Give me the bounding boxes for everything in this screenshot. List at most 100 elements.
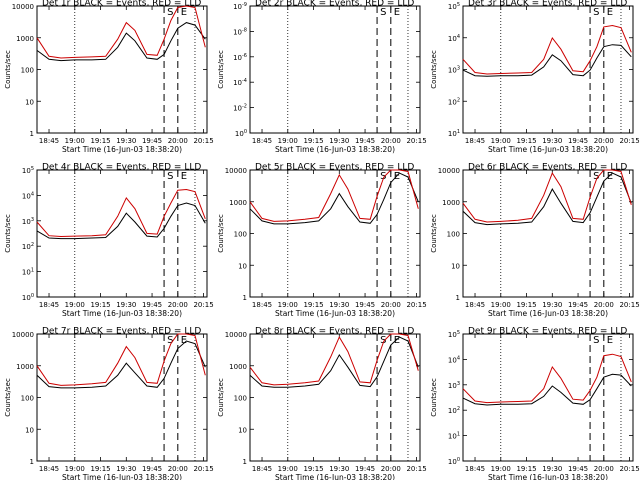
- marker-label: S: [593, 335, 599, 346]
- y-tick-label: 100: [234, 395, 247, 403]
- y-axis-label: Counts/sec: [217, 378, 225, 417]
- marker-label: S: [593, 171, 599, 182]
- series-line-black: [462, 373, 632, 406]
- x-tick-label: 19:15: [90, 465, 110, 473]
- y-tick-exponent: 4: [31, 191, 34, 197]
- marker-label: S: [380, 335, 386, 346]
- chart-title: Det 3r BLACK = Events, RED = LLD: [468, 0, 627, 9]
- plot-frame: [249, 5, 421, 134]
- y-tick-label: 10: [25, 426, 34, 434]
- plot-frame: [462, 169, 634, 298]
- series-line-red: [462, 353, 632, 404]
- x-tick-label: 20:15: [619, 301, 639, 309]
- y-tick-label: 103: [448, 381, 460, 390]
- y-tick-exponent: -6: [242, 53, 247, 59]
- x-tick-label: 19:45: [142, 301, 162, 309]
- marker-label: S: [593, 7, 599, 18]
- y-tick-label: 10000: [225, 331, 247, 339]
- y-tick-label: 101: [22, 268, 34, 277]
- x-axis-label: Start Time (16-Jun-03 18:38:20): [488, 309, 608, 318]
- panel-4: Det 4r BLACK = Events, RED = LLD Counts/s…: [4, 163, 214, 319]
- y-tick-label: 10-6: [233, 53, 247, 62]
- series-line-black: [249, 172, 419, 225]
- y-axis-label: Counts/sec: [217, 214, 225, 253]
- x-tick-label: 19:00: [491, 301, 511, 309]
- x-tick-label: 20:15: [406, 465, 426, 473]
- panel-8: Det 8r BLACK = Events, RED = LLD Counts/s…: [217, 327, 427, 480]
- marker-label: E: [181, 7, 187, 18]
- y-tick-label: 10000: [12, 331, 34, 339]
- marker-label: E: [181, 171, 187, 182]
- x-tick-label: 19:00: [491, 465, 511, 473]
- marker-label: E: [394, 335, 400, 346]
- series-line-black: [36, 340, 206, 389]
- x-tick-label: 19:15: [303, 465, 323, 473]
- x-tick-label: 19:30: [542, 301, 562, 309]
- y-tick-label: 10000: [438, 167, 460, 175]
- panel-7: Det 7r BLACK = Events, RED = LLD Counts/s…: [4, 327, 214, 480]
- marker-label: S: [380, 171, 386, 182]
- y-tick-label: 104: [448, 34, 460, 43]
- x-tick-label: 20:00: [381, 465, 401, 473]
- y-tick-label: 103: [448, 66, 460, 75]
- chart-title: Det 2r BLACK = Events, RED = LLD: [255, 0, 414, 9]
- y-tick-label: 10: [451, 262, 460, 270]
- x-tick-label: 20:00: [594, 137, 614, 145]
- y-tick-label: 10000: [225, 167, 247, 175]
- plot-frame: [36, 5, 208, 134]
- marker-label: E: [607, 7, 613, 18]
- x-axis-label: Start Time (16-Jun-03 18:38:20): [275, 473, 395, 480]
- x-tick-label: 19:00: [65, 301, 85, 309]
- series-line-black: [462, 44, 632, 77]
- y-axis-label: Counts/sec: [4, 378, 12, 417]
- panel-9: Det 9r BLACK = Events, RED = LLD Counts/s…: [430, 327, 640, 480]
- x-tick-label: 19:15: [516, 137, 536, 145]
- x-tick-label: 19:30: [116, 465, 136, 473]
- y-tick-label: 102: [448, 97, 460, 106]
- y-tick-exponent: 2: [457, 97, 460, 103]
- y-tick-exponent: -2: [242, 104, 247, 110]
- x-tick-label: 20:15: [406, 301, 426, 309]
- y-axis-label: Counts/sec: [430, 50, 438, 89]
- marker-label: S: [380, 7, 386, 18]
- panel-3: Det 3r BLACK = Events, RED = LLD Counts/s…: [430, 0, 640, 154]
- y-tick-label: 103: [22, 217, 34, 226]
- x-tick-label: 18:45: [252, 137, 272, 145]
- y-tick-label: 104: [22, 191, 34, 200]
- y-tick-label: 1000: [16, 363, 34, 371]
- y-tick-label: 102: [22, 242, 34, 251]
- y-tick-exponent: 1: [31, 268, 34, 274]
- x-tick-label: 20:00: [168, 301, 188, 309]
- y-axis-label: Counts/sec: [430, 378, 438, 417]
- y-tick-exponent: 0: [31, 293, 34, 299]
- y-tick-label: 1: [30, 458, 34, 466]
- x-tick-label: 18:45: [465, 301, 485, 309]
- chart-title: Det 7r BLACK = Events, RED = LLD: [42, 327, 201, 337]
- y-tick-label: 101: [448, 432, 460, 441]
- x-tick-label: 20:00: [381, 137, 401, 145]
- series-line-red: [36, 188, 206, 238]
- x-tick-label: 20:00: [594, 465, 614, 473]
- x-tick-label: 19:00: [278, 465, 298, 473]
- y-tick-exponent: 2: [457, 406, 460, 412]
- series-line-red: [462, 24, 632, 75]
- plot-frame: [462, 333, 634, 462]
- y-tick-label: 10000: [12, 3, 34, 11]
- x-tick-label: 20:15: [193, 137, 213, 145]
- y-tick-exponent: 4: [457, 355, 460, 361]
- x-tick-label: 18:45: [465, 465, 485, 473]
- y-tick-label: 10-8: [233, 27, 247, 36]
- x-tick-label: 19:15: [303, 301, 323, 309]
- chart-title: Det 6r BLACK = Events, RED = LLD: [468, 163, 627, 173]
- x-tick-label: 19:00: [65, 465, 85, 473]
- x-axis-label: Start Time (16-Jun-03 18:38:20): [275, 145, 395, 154]
- y-tick-exponent: 3: [31, 217, 34, 223]
- y-tick-label: 100: [22, 293, 34, 302]
- x-axis-label: Start Time (16-Jun-03 18:38:20): [62, 145, 182, 154]
- chart-title: Det 1r BLACK = Events, RED = LLD: [42, 0, 201, 9]
- y-tick-exponent: 5: [457, 2, 460, 8]
- y-tick-label: 10-2: [233, 104, 247, 113]
- plot-frame: [249, 169, 421, 298]
- y-tick-exponent: 0: [244, 129, 247, 135]
- marker-label: E: [607, 335, 613, 346]
